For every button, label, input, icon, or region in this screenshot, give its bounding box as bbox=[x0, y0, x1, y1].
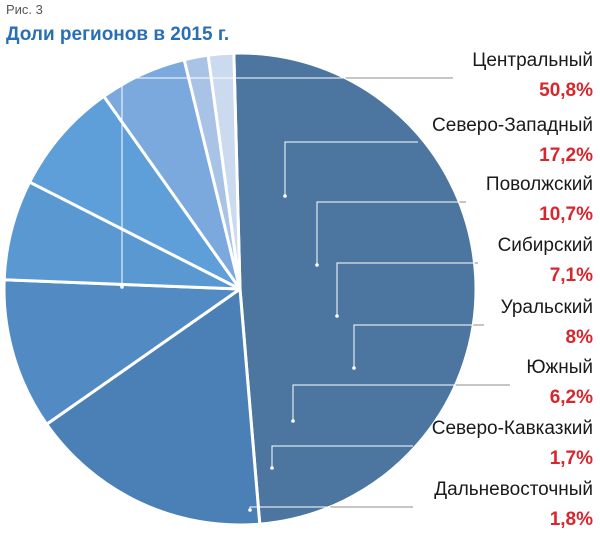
slice-value-3: 10,7% bbox=[539, 204, 593, 225]
slice-value-6: 6,2% bbox=[550, 387, 593, 408]
leader-line-3 bbox=[316, 201, 466, 265]
slice-label-7: Северо-Кавказкий bbox=[432, 418, 593, 439]
slice-value-2: 17,2% bbox=[539, 145, 593, 166]
pie-slice-3 bbox=[2, 278, 242, 426]
slice-value-8: 1,8% bbox=[550, 509, 593, 530]
leader-line-2 bbox=[284, 141, 418, 196]
slice-label-4: Сибирский bbox=[498, 235, 593, 256]
slice-label-3: Поволжский bbox=[486, 174, 593, 195]
pie-slice-2 bbox=[45, 287, 262, 527]
leader-dot-3 bbox=[315, 263, 319, 267]
leader-line-6 bbox=[292, 384, 510, 421]
slice-label-6: Южный bbox=[526, 357, 593, 378]
slice-value-4: 7,1% bbox=[550, 265, 593, 286]
leader-dot-2 bbox=[283, 194, 287, 198]
leader-line-1 bbox=[121, 77, 453, 287]
slice-label-1: Центральный bbox=[472, 50, 593, 71]
slice-label-2: Северо-Западный bbox=[432, 115, 593, 136]
leader-dot-7 bbox=[270, 466, 274, 470]
leader-dot-1 bbox=[120, 285, 124, 289]
chart-title: Доли регионов в 2015 г. bbox=[6, 24, 230, 45]
leader-dot-4 bbox=[335, 314, 339, 318]
slice-value-5: 8% bbox=[566, 327, 594, 348]
pie-slice-8 bbox=[206, 51, 242, 291]
slice-label-8: Дальневосточный bbox=[434, 479, 593, 500]
slice-value-1: 50,8% bbox=[539, 80, 593, 101]
leader-line-7 bbox=[271, 445, 413, 468]
leader-dot-8 bbox=[248, 508, 252, 512]
pie-slice-1 bbox=[232, 51, 478, 526]
figure-caption: Рис. 3 bbox=[6, 2, 43, 17]
leader-dot-6 bbox=[291, 419, 295, 423]
leader-line-5 bbox=[353, 324, 484, 368]
pie-slice-5 bbox=[28, 94, 242, 291]
leader-line-4 bbox=[336, 262, 478, 316]
slice-value-7: 1,7% bbox=[550, 448, 593, 469]
slice-label-5: Уральский bbox=[501, 297, 593, 318]
leader-dot-5 bbox=[352, 366, 356, 370]
